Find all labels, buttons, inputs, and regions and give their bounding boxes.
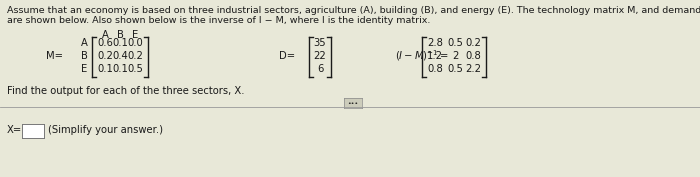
Text: •••: •••	[347, 101, 358, 105]
Text: Assume that an economy is based on three industrial sectors, agriculture (A), bu: Assume that an economy is based on three…	[7, 6, 700, 15]
Text: 0.5: 0.5	[127, 64, 143, 74]
Text: $(I-M)^{-1}=$: $(I-M)^{-1}=$	[395, 49, 449, 63]
Text: 0.1: 0.1	[97, 64, 113, 74]
Text: 0.8: 0.8	[427, 64, 443, 74]
Text: E: E	[81, 64, 87, 74]
Text: M=: M=	[46, 51, 63, 61]
Text: are shown below. Also shown below is the inverse of I − M, where I is the identi: are shown below. Also shown below is the…	[7, 16, 430, 25]
Text: 0.5: 0.5	[447, 64, 463, 74]
Text: 0.4: 0.4	[112, 51, 128, 61]
Text: 1.2: 1.2	[427, 51, 443, 61]
Text: 0.0: 0.0	[127, 38, 143, 48]
Text: 6: 6	[317, 64, 323, 74]
Text: 0.2: 0.2	[127, 51, 143, 61]
Text: B: B	[80, 51, 88, 61]
Text: 0.1: 0.1	[112, 64, 128, 74]
Text: 0.2: 0.2	[465, 38, 481, 48]
Text: (Simplify your answer.): (Simplify your answer.)	[48, 125, 163, 135]
Text: 0.1: 0.1	[112, 38, 128, 48]
Text: 35: 35	[314, 38, 326, 48]
Text: 0.5: 0.5	[447, 38, 463, 48]
Text: X=: X=	[7, 125, 22, 135]
Text: E: E	[132, 30, 138, 40]
Text: 22: 22	[314, 51, 326, 61]
Text: 2.2: 2.2	[465, 64, 481, 74]
Text: A: A	[80, 38, 88, 48]
Text: Find the output for each of the three sectors, X.: Find the output for each of the three se…	[7, 86, 244, 96]
Text: 0.2: 0.2	[97, 51, 113, 61]
Text: 2.8: 2.8	[427, 38, 443, 48]
Text: D=: D=	[279, 51, 295, 61]
Text: A: A	[102, 30, 108, 40]
Text: 0.6: 0.6	[97, 38, 113, 48]
Text: 2: 2	[452, 51, 458, 61]
Text: B: B	[117, 30, 123, 40]
Text: 0.8: 0.8	[465, 51, 481, 61]
